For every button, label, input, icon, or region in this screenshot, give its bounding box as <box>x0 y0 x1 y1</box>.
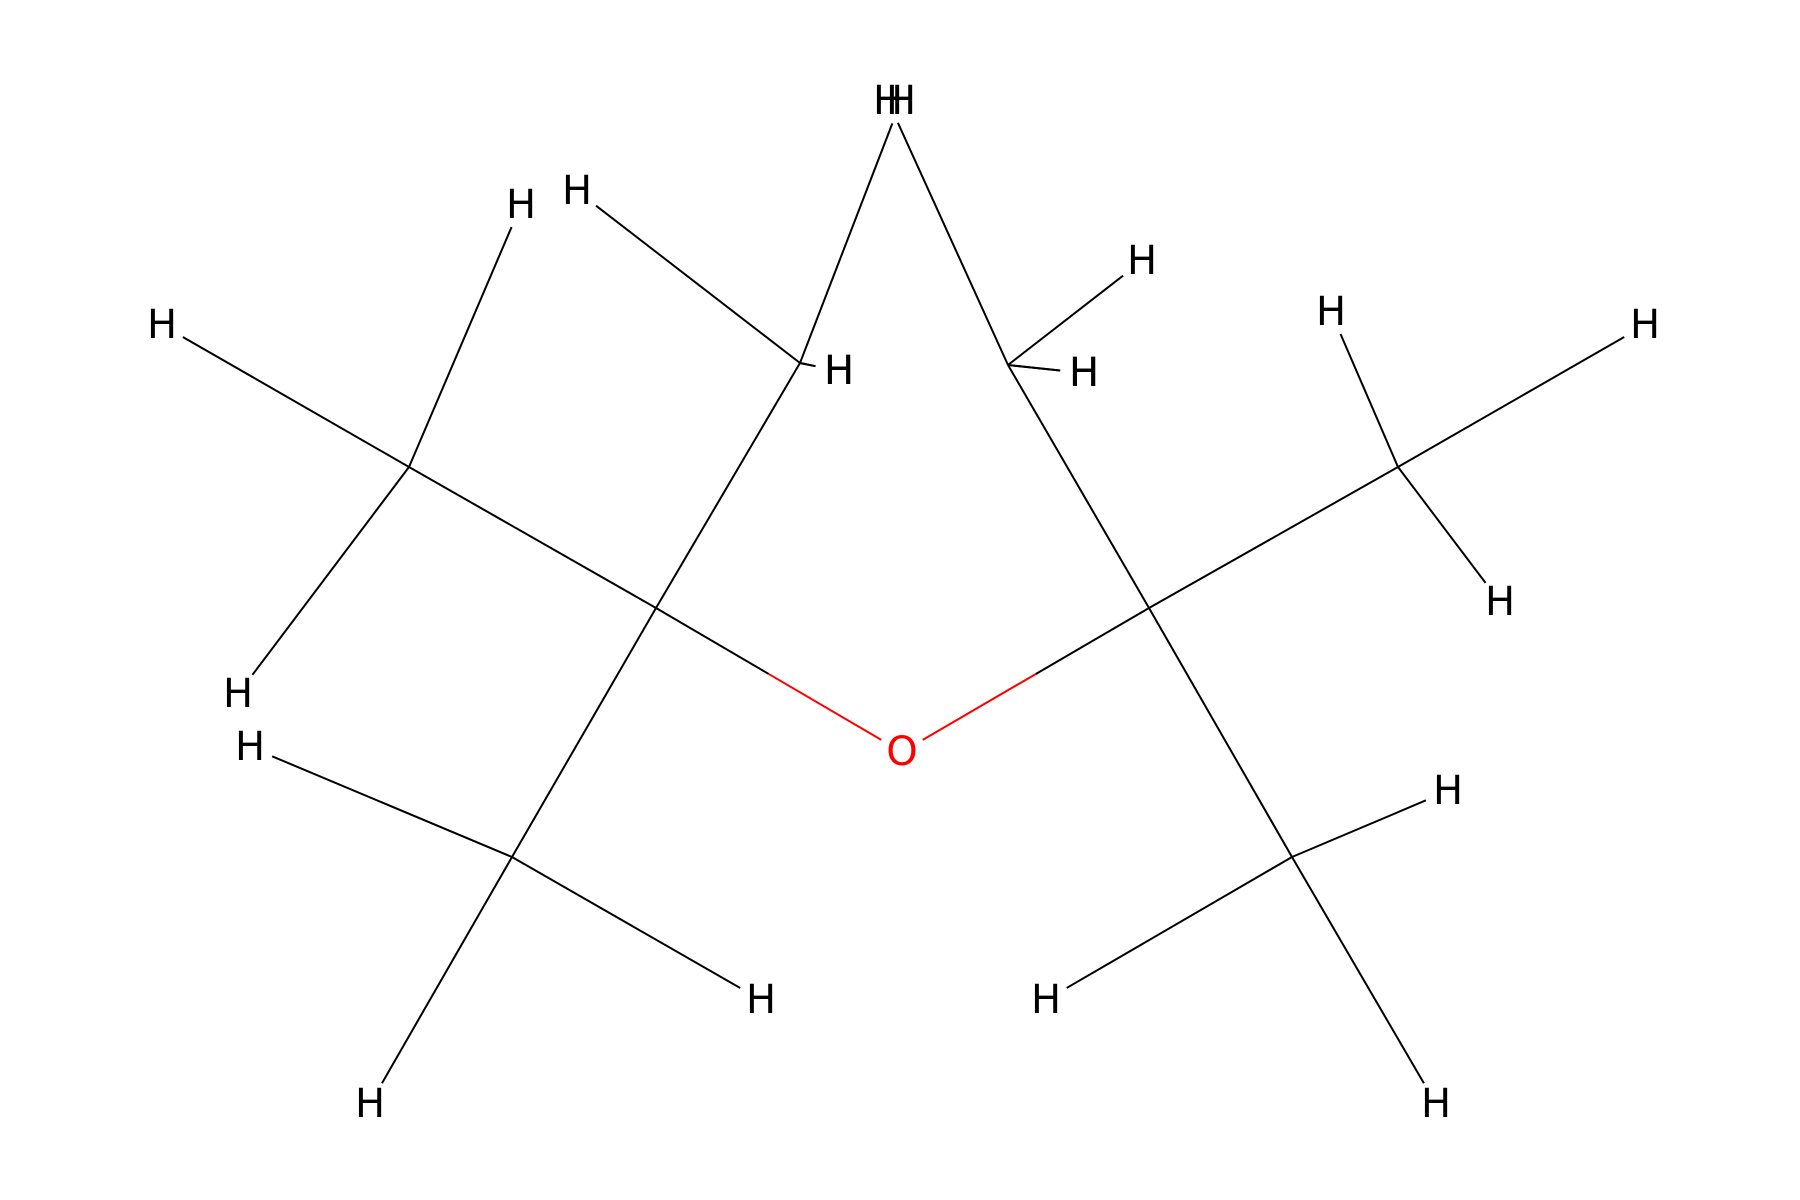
atom-label-h4: H <box>1127 238 1157 284</box>
bond-c4-h20 <box>1007 364 1061 372</box>
bond-c1-o-half-b <box>768 673 882 741</box>
bond-c3-c7 <box>1148 466 1399 609</box>
bond-c2-h19 <box>799 362 816 368</box>
atom-label-h20: H <box>1069 350 1099 396</box>
bond-c1-c5 <box>408 466 657 609</box>
atom-label-h13: H <box>1630 302 1660 348</box>
bond-c4-h5 <box>897 122 1009 366</box>
bond-c3-c8 <box>1148 607 1293 858</box>
bond-c2-h2 <box>799 123 894 364</box>
atom-label-h14: H <box>1316 289 1346 335</box>
bond-c8-h17 <box>1066 856 1293 989</box>
atom-label-h3: H <box>824 348 854 394</box>
atom-label-h6: H <box>1069 350 1099 396</box>
bond-c5-h8 <box>408 226 513 468</box>
bond-c8-h18 <box>1291 856 1425 1084</box>
bond-c1-c6 <box>511 607 657 858</box>
atom-label-h16: H <box>1433 768 1463 814</box>
atom-label-h9: H <box>223 671 253 717</box>
bond-c7-h14 <box>1339 333 1399 468</box>
atom-label-h17: H <box>1031 977 1061 1023</box>
bond-o-c3-half-a <box>922 673 1037 741</box>
bond-c7-h15 <box>1397 466 1487 584</box>
atom-label-h7: H <box>147 302 177 348</box>
atom-label-h15: H <box>1485 579 1515 625</box>
bond-c7-h13 <box>1397 336 1625 468</box>
atom-label-o: O <box>886 729 917 775</box>
bond-c6-h10 <box>271 755 513 858</box>
atom-label-h10: H <box>235 724 265 770</box>
atom-label-h2: H <box>886 78 916 124</box>
bond-c1-o-half-a <box>655 607 770 675</box>
atom-label-h8: H <box>506 182 536 228</box>
bond-c2-h1 <box>595 204 801 364</box>
atom-label-h5: H <box>873 78 903 124</box>
atom-label-h19: H <box>824 348 854 394</box>
atom-label-h11: H <box>746 977 776 1023</box>
bond-c8-h16 <box>1291 799 1427 858</box>
bond-c1-c2 <box>655 362 801 609</box>
atom-label-h12: H <box>355 1081 385 1127</box>
atom-label-h1: H <box>562 168 592 214</box>
atom-label-h18: H <box>1421 1081 1451 1127</box>
bond-c4-h4 <box>1007 274 1124 366</box>
bond-c6-h12 <box>381 856 513 1084</box>
bond-c5-h7 <box>182 336 410 468</box>
bonds-layer <box>182 122 1625 1084</box>
bond-c5-h9 <box>251 466 410 676</box>
bond-o-c3-half-b <box>1035 607 1150 675</box>
bond-c6-h11 <box>511 856 741 989</box>
bond-c3-c4 <box>1007 364 1150 609</box>
